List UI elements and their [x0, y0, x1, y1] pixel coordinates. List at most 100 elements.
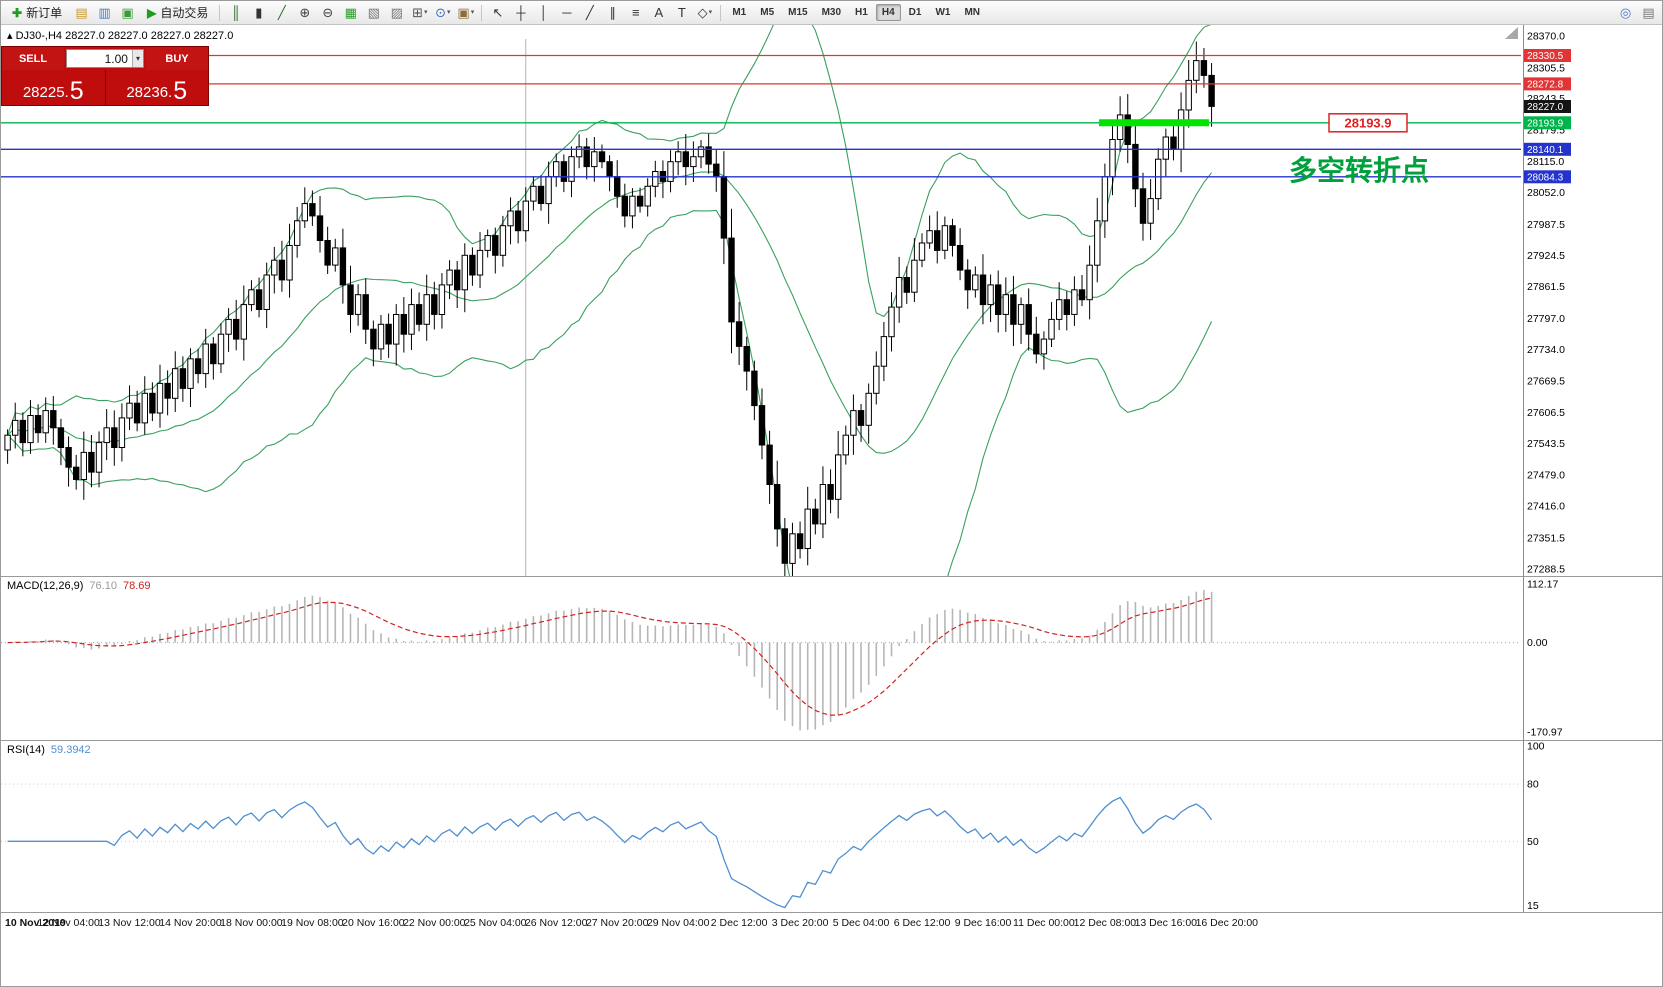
arrange-windows-icon[interactable]: ▨ [390, 5, 403, 20]
candlestick-icon[interactable]: ▮ [255, 5, 263, 20]
new-order-button[interactable]: ✚ 新订单 [5, 3, 69, 23]
navigator-icon[interactable]: ▣ [121, 5, 134, 20]
macd-histogram [14, 590, 1213, 731]
sell-button[interactable]: SELL [2, 47, 64, 70]
time-label: 19 Nov 08:00 [281, 917, 344, 929]
price-tag-annotation[interactable] [1328, 113, 1408, 133]
turning-point-annotation[interactable]: 多空转折点 [1289, 154, 1429, 186]
svg-text:27416.0: 27416.0 [1527, 501, 1565, 513]
new-chart-icon[interactable]: ⊞ ▾ [412, 5, 428, 20]
time-label: 10 Nov 2019 [5, 917, 66, 929]
sell-price-pip: 5 [69, 77, 84, 105]
timeframe-m15[interactable]: M15 [782, 4, 813, 21]
svg-text:-170.97: -170.97 [1527, 727, 1563, 739]
line-chart-icon[interactable]: ╱ [277, 5, 286, 20]
svg-text:27351.5: 27351.5 [1527, 533, 1565, 545]
auto-scroll-icon[interactable]: ⊙ ▾ [435, 5, 451, 20]
toolbar-icons-chart: ║ ▮ ╱ ⊕ ⊖ ▦ ▧ ▨ ⊞ ▾ ⊙ ▾ ▣ ▾ [224, 2, 477, 24]
text-icon[interactable]: A [654, 5, 664, 20]
macd-panel[interactable]: 112.17 0.00 -170.97 MACD(12,26,9) 76.10 78.69 [1, 576, 1663, 740]
toolbar-icons-left: ▤ ▥ ▣ [70, 2, 139, 24]
timeframe-m1[interactable]: M1 [726, 4, 752, 21]
toolbar-icons-right: ◎ ▤ [1614, 2, 1660, 24]
zoom-tool-icon[interactable]: ◎ [1619, 5, 1632, 20]
time-label: 25 Nov 04:00 [464, 917, 527, 929]
bottom-spacer [1, 934, 1662, 986]
timeframe-w1[interactable]: W1 [929, 4, 956, 21]
macd-signal-line [7, 597, 1212, 716]
chart-shift-marker[interactable] [1505, 27, 1518, 39]
timeframe-m5[interactable]: M5 [754, 4, 780, 21]
macd-label: MACD(12,26,9) 76.10 78.69 [7, 580, 150, 592]
timeframe-mn[interactable]: MN [958, 4, 986, 21]
time-label: 29 Nov 04:00 [647, 917, 710, 929]
price-axis[interactable]: 28370.028305.528243.528179.528115.028052… [1524, 31, 1571, 576]
timeframe-m30[interactable]: M30 [816, 4, 847, 21]
time-label: 16 Dec 20:00 [1196, 917, 1259, 929]
candles [4, 41, 1215, 576]
svg-text:28084.3: 28084.3 [1527, 172, 1564, 183]
svg-text:28370.0: 28370.0 [1527, 31, 1565, 43]
time-label: 12 Dec 08:00 [1074, 917, 1137, 929]
time-label: 5 Dec 04:00 [833, 917, 890, 929]
time-label: 22 Nov 00:00 [403, 917, 466, 929]
timeframe-d1[interactable]: D1 [903, 4, 928, 21]
svg-text:27669.5: 27669.5 [1527, 376, 1565, 388]
market-watch-icon[interactable]: ▤ [75, 5, 88, 20]
zoom-out-icon[interactable]: ⊖ [322, 5, 334, 20]
chart-snapshot-icon[interactable]: ▣ ▾ [457, 5, 475, 20]
rsi-panel[interactable]: 100 80 50 15 RSI(14) 59.3942 [1, 740, 1663, 912]
svg-text:28052.0: 28052.0 [1527, 187, 1565, 199]
svg-text:112.17: 112.17 [1527, 579, 1558, 591]
vertical-line-icon[interactable]: │ [539, 5, 548, 20]
sell-price-main: 28225. [22, 84, 69, 102]
data-window-icon[interactable]: ▥ [98, 5, 111, 20]
lot-size-field[interactable]: 1.00 ▾ [66, 49, 144, 68]
buy-price[interactable]: 28236. 5 [104, 70, 209, 105]
crosshair-icon[interactable]: ┼ [516, 5, 526, 20]
panels-icon[interactable]: ▤ [1642, 5, 1655, 20]
lot-dropdown-arrow-icon[interactable]: ▾ [131, 50, 143, 67]
tile-windows-icon[interactable]: ▦ [344, 5, 357, 20]
time-label: 20 Nov 16:00 [342, 917, 405, 929]
timeframe-h4[interactable]: H4 [875, 4, 901, 21]
time-label: 13 Dec 16:00 [1135, 917, 1198, 929]
trendline-icon[interactable]: ╱ [585, 5, 594, 20]
buy-price-pip: 5 [173, 77, 188, 105]
toolbar-separator [720, 4, 722, 21]
timeframe-h1[interactable]: H1 [849, 4, 874, 21]
svg-text:28140.1: 28140.1 [1527, 145, 1564, 156]
cursor-icon[interactable]: ↖ [492, 5, 504, 20]
horizontal-lines[interactable] [1, 54, 1521, 178]
label-icon[interactable]: T [677, 5, 686, 20]
horizontal-line-icon[interactable]: ─ [562, 5, 572, 20]
buy-price-main: 28236. [126, 84, 173, 102]
cascade-windows-icon[interactable]: ▧ [367, 5, 380, 20]
svg-text:27606.5: 27606.5 [1527, 407, 1565, 419]
svg-text:15: 15 [1527, 900, 1539, 912]
current-price-label [1524, 100, 1571, 113]
toolbar-separator [481, 4, 483, 21]
sell-price[interactable]: 28225. 5 [2, 70, 105, 105]
svg-text:28115.0: 28115.0 [1527, 156, 1564, 168]
rsi-line [7, 796, 1213, 909]
rsi-label: RSI(14) 59.3942 [7, 744, 91, 756]
lot-value[interactable]: 1.00 [104, 51, 128, 66]
svg-text:28272.8: 28272.8 [1527, 79, 1564, 90]
buy-button[interactable]: BUY [146, 47, 208, 70]
fibonacci-icon[interactable]: ≡ [632, 5, 640, 20]
time-label: 3 Dec 20:00 [772, 917, 829, 929]
one-click-trading-panel: SELL 1.00 ▾ BUY 28225. 5 28236. 5 [1, 46, 209, 106]
toolbar-icons-drawing: ↖ ┼ │ ─ ╱ ∥ ≡ A T ◇ ▾ [486, 2, 716, 24]
auto-trading-button[interactable]: ▶ 自动交易 [140, 3, 215, 23]
bar-chart-icon[interactable]: ║ [231, 5, 241, 20]
channel-icon[interactable]: ∥ [609, 5, 617, 20]
svg-text:27924.5: 27924.5 [1527, 250, 1565, 262]
time-label: 9 Dec 16:00 [955, 917, 1012, 929]
symbol-ohlc-label: ▴ DJ30-,H4 28227.0 28227.0 28227.0 28227… [7, 30, 233, 42]
main-chart[interactable]: 28370.028305.528243.528179.528115.028052… [1, 25, 1663, 576]
auto-trading-label: 自动交易 [160, 6, 209, 20]
zoom-in-icon[interactable]: ⊕ [299, 5, 311, 20]
shapes-icon[interactable]: ◇ ▾ [697, 5, 713, 20]
